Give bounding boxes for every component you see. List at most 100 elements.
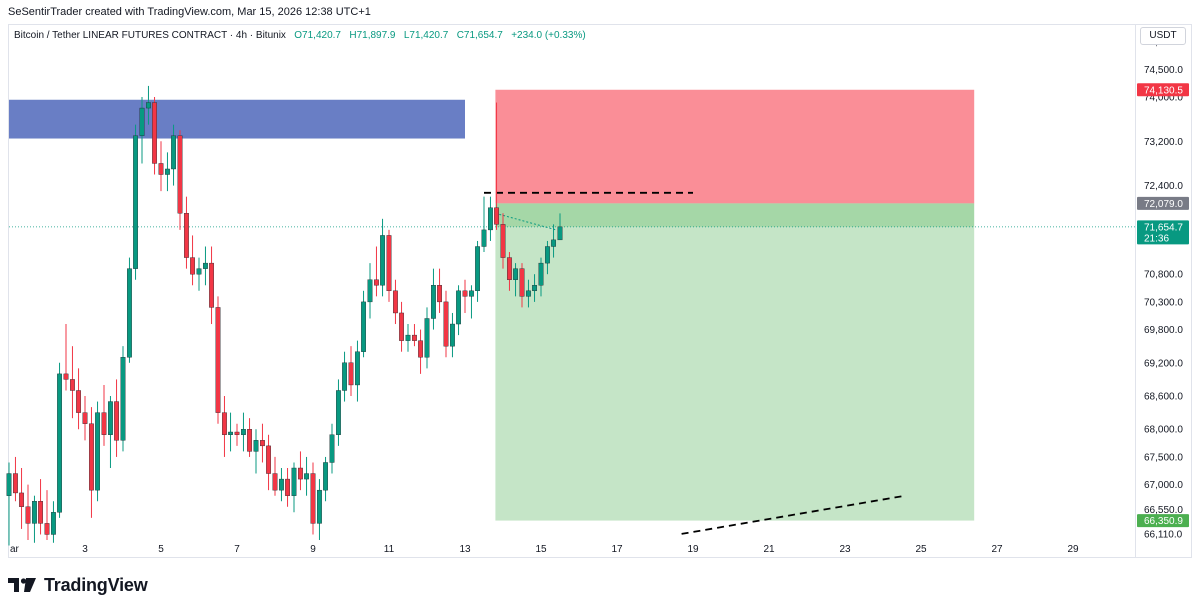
candle-body xyxy=(323,462,328,491)
price-tick-label: 69,200.0 xyxy=(1144,358,1183,369)
candle-body xyxy=(519,268,525,297)
candle-body xyxy=(228,431,233,435)
candle xyxy=(488,196,493,241)
currency-button[interactable]: USDT xyxy=(1140,27,1186,45)
candle xyxy=(19,468,24,529)
price-tick-label: 74,000.0 xyxy=(1144,92,1183,103)
candle xyxy=(437,268,442,313)
candle-body xyxy=(215,307,221,413)
time-tick-label: 7 xyxy=(234,544,240,555)
candle-body xyxy=(304,473,309,480)
price-tick-label: 70,800.0 xyxy=(1144,270,1183,281)
candle-body xyxy=(424,318,430,358)
candle-body xyxy=(551,239,556,247)
candle xyxy=(222,396,227,457)
candle-body xyxy=(456,290,461,325)
candle-body xyxy=(120,357,126,441)
price-tick-label: 68,000.0 xyxy=(1144,425,1183,436)
legend-change: +234.0 (+0.33%) xyxy=(511,30,586,41)
candle-body xyxy=(507,257,512,280)
candle-body xyxy=(462,290,468,297)
candle-body xyxy=(209,262,214,308)
candle xyxy=(355,340,360,402)
time-tick-label: 11 xyxy=(384,544,395,555)
candle-body xyxy=(342,362,347,391)
price-tick-label: 73,200.0 xyxy=(1144,137,1183,148)
tradingview-wordmark: TradingView xyxy=(44,574,148,595)
candle xyxy=(32,495,37,543)
candle-body xyxy=(70,379,75,391)
legend-low: L71,420.7 xyxy=(403,30,449,41)
time-tick-label: 13 xyxy=(459,544,471,555)
candle-body xyxy=(184,213,189,258)
symbol-name[interactable]: Bitcoin / Tether LINEAR FUTURES CONTRACT… xyxy=(14,30,286,41)
price-tick-label: 67,500.0 xyxy=(1144,452,1183,463)
candle-body xyxy=(329,434,335,463)
candles-layer xyxy=(6,85,563,546)
candle-body xyxy=(367,279,373,303)
candle-body xyxy=(19,492,24,507)
time-tick-label: 19 xyxy=(687,544,699,555)
candle xyxy=(317,479,322,540)
candle xyxy=(234,423,240,446)
price-tick-label: 66,110.0 xyxy=(1144,529,1183,540)
candle xyxy=(95,401,100,502)
candle-body xyxy=(133,135,138,269)
candle xyxy=(291,462,297,513)
candle xyxy=(76,368,81,430)
time-tick-label: 3 xyxy=(82,544,88,555)
candle-body xyxy=(348,362,354,386)
candle-body xyxy=(450,323,455,347)
price-badge-bg xyxy=(1137,196,1189,210)
candle xyxy=(481,196,487,253)
candle-body xyxy=(89,423,94,491)
candle xyxy=(209,246,214,325)
candle-body xyxy=(57,373,62,513)
time-tick-label: ar xyxy=(10,544,20,555)
candle-body xyxy=(165,168,170,175)
price-badge-label: 66,350.9 xyxy=(1144,516,1183,527)
candle xyxy=(51,501,56,543)
candle-body xyxy=(190,257,195,275)
candle xyxy=(367,263,373,319)
candle-body xyxy=(481,229,487,247)
candle xyxy=(177,130,183,230)
candle xyxy=(279,468,284,502)
zones-layer xyxy=(9,89,1135,521)
chart-pane[interactable] xyxy=(8,24,1136,558)
attribution-text: SeSentirTrader created with TradingView.… xyxy=(8,6,371,18)
candle xyxy=(456,285,461,336)
candle xyxy=(380,218,385,297)
candle xyxy=(171,124,176,186)
time-tick-label: 27 xyxy=(991,544,1003,555)
candle xyxy=(418,329,423,374)
candle xyxy=(260,423,265,463)
candle-body xyxy=(412,334,417,341)
price-scale[interactable] xyxy=(1136,24,1192,558)
price-badge-bg xyxy=(1137,514,1189,528)
candle-body xyxy=(538,262,544,286)
candle-body xyxy=(336,390,341,435)
candle xyxy=(507,252,512,291)
candle-body xyxy=(101,412,107,435)
candle xyxy=(25,484,31,540)
price-tick-label: 70,300.0 xyxy=(1144,297,1183,308)
candle xyxy=(469,285,474,319)
price-badge: 66,350.9 xyxy=(1137,514,1189,528)
candle-body xyxy=(152,102,157,164)
time-tick-label: 21 xyxy=(763,544,775,555)
symbol-legend[interactable]: Bitcoin / Tether LINEAR FUTURES CONTRACT… xyxy=(14,30,586,41)
candle-body xyxy=(405,334,411,341)
candle-body xyxy=(139,107,145,136)
candle xyxy=(443,290,449,358)
candle-body xyxy=(418,340,423,358)
price-tick-label: 69,800.0 xyxy=(1144,325,1183,336)
candle xyxy=(247,418,252,457)
candle xyxy=(101,384,107,446)
price-badge-label: 74,130.5 xyxy=(1144,85,1183,96)
candle-body xyxy=(247,429,252,452)
candle-body xyxy=(44,523,50,535)
candle xyxy=(348,346,354,397)
price-badge-countdown: 21:36 xyxy=(1144,233,1169,244)
